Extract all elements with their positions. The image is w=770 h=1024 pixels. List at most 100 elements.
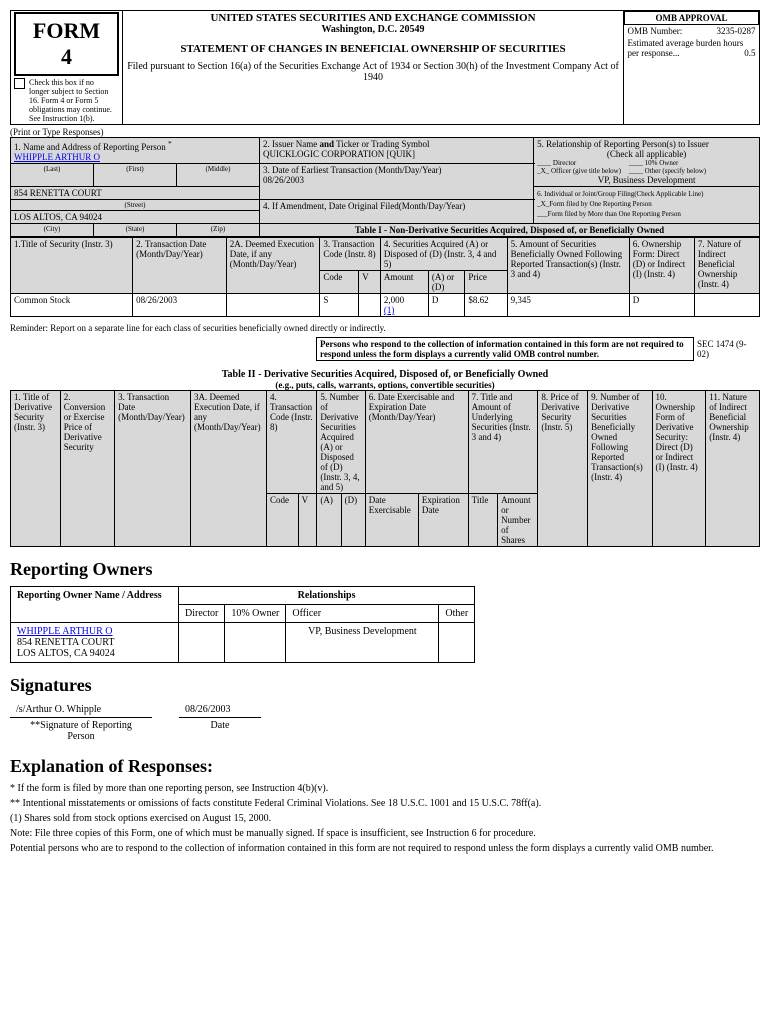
omb-number: 3235-0287	[702, 25, 759, 38]
signatures-table: /s/Arthur O. Whipple 08/26/2003 **Signat…	[10, 702, 261, 744]
omb-number-label: OMB Number:	[625, 25, 702, 38]
zip-label: (Zip)	[177, 224, 260, 237]
hours-value: 0.5	[744, 48, 755, 58]
box6-line2: ___Form filed by More than One Reporting…	[537, 210, 681, 218]
ro-relationships: Relationships	[179, 587, 475, 605]
t1-code: S	[320, 294, 359, 317]
owner10-label: 10% Owner	[645, 159, 679, 167]
agency-location: Washington, D.C. 20549	[126, 24, 620, 35]
t2-col11: 11. Nature of Indirect Beneficial Owners…	[706, 391, 760, 547]
reporting-owners-heading: Reporting Owners	[10, 559, 760, 580]
t2-sub-code: Code	[266, 494, 298, 547]
t1-price: $8.62	[465, 294, 507, 317]
signatures-heading: Signatures	[10, 675, 760, 696]
t2-sub-amount: Amount or Number of Shares	[498, 494, 538, 547]
t1-amount: 2,000(1)	[380, 294, 428, 317]
state-label: (State)	[94, 224, 177, 237]
t1-col3: 3. Transaction Code (Instr. 8)	[320, 238, 381, 271]
t1-sub-price: Price	[465, 271, 507, 294]
explain-note-file: Note: File three copies of this Form, on…	[10, 828, 760, 839]
last-label: (Last)	[11, 164, 94, 187]
t1-col4: 4. Securities Acquired (A) or Disposed o…	[380, 238, 507, 271]
street-address: 854 RENETTA COURT	[11, 187, 260, 200]
header-table: FORM 4 Check this box if no longer subje…	[10, 10, 760, 125]
t1-col1: 1.Title of Security (Instr. 3)	[11, 238, 133, 294]
checkbox-text: Check this box if no longer subject to S…	[29, 78, 114, 123]
ro-other: Other	[439, 605, 475, 623]
sec-1474: SEC 1474 (9-02)	[694, 338, 761, 361]
ro-director: Director	[179, 605, 225, 623]
box4-label: 4. If Amendment, Date Original Filed(Mon…	[263, 201, 465, 211]
ro-name-link[interactable]: WHIPPLE ARTHUR O	[17, 626, 113, 637]
director-label: Director	[553, 159, 576, 167]
table-2: 1. Title of Derivative Security (Instr. …	[10, 390, 760, 547]
statement-title: STATEMENT OF CHANGES IN BENEFICIAL OWNER…	[126, 43, 620, 55]
t2-sub-a: (A)	[317, 494, 341, 547]
t2-col6: 6. Date Exercisable and Expiration Date …	[365, 391, 468, 494]
ro-owner10: 10% Owner	[225, 605, 286, 623]
box6-label: 6. Individual or Joint/Group Filing(Chec…	[537, 190, 703, 198]
t1-col5: 5. Amount of Securities Beneficially Own…	[507, 238, 629, 294]
box5-label: 5. Relationship of Reporting Person(s) t…	[537, 139, 709, 149]
estimated-label: Estimated average burden hours per respo…	[628, 38, 744, 58]
ro-officer-title: VP, Business Development	[286, 623, 439, 663]
t1-col7: 7. Nature of Indirect Beneficial Ownersh…	[694, 238, 759, 294]
t2-col9: 9. Number of Derivative Securities Benef…	[588, 391, 652, 547]
ro-owner-info: WHIPPLE ARTHUR O 854 RENETTA COURT LOS A…	[11, 623, 179, 663]
box6-line1: _X_Form filed by One Reporting Person	[537, 200, 652, 208]
explain-star: * If the form is filed by more than one …	[10, 783, 760, 794]
t2-sub-exp: Expiration Date	[418, 494, 468, 547]
sig-label: **Signature of Reporting Person	[10, 718, 152, 745]
first-label: (First)	[94, 164, 177, 187]
print-responses: (Print or Type Responses)	[10, 127, 760, 137]
officer-x: _X_	[537, 167, 549, 175]
t2-col8: 8. Price of Derivative Security (Instr. …	[538, 391, 588, 547]
city-state-zip: LOS ALTOS, CA 94024	[11, 211, 260, 224]
amount-note-link[interactable]: (1)	[384, 305, 395, 315]
t1-col6: 6. Ownership Form: Direct (D) or Indirec…	[629, 238, 694, 294]
sig-date: 08/26/2003	[179, 702, 261, 718]
box2-label: 2. Issuer Name and Ticker or Trading Sym…	[263, 139, 430, 149]
form-title: FORM 4	[14, 12, 119, 76]
reporting-person-table: 1. Name and Address of Reporting Person …	[10, 137, 760, 237]
t1-col2: 2. Transaction Date (Month/Day/Year)	[133, 238, 227, 294]
middle-label: (Middle)	[177, 164, 260, 187]
ro-officer: Officer	[286, 605, 439, 623]
checkbox-no-longer-subject[interactable]	[14, 78, 25, 89]
t2-sub-date-ex: Date Exercisable	[365, 494, 418, 547]
t2-sub-v: V	[298, 494, 317, 547]
t1-date: 08/26/2003	[133, 294, 227, 317]
table-1: 1.Title of Security (Instr. 3) 2. Transa…	[10, 237, 760, 317]
t1-security: Common Stock	[11, 294, 133, 317]
t2-col4: 4. Transaction Code (Instr. 8)	[266, 391, 316, 494]
box1-label: 1. Name and Address of Reporting Person …	[14, 142, 172, 152]
t1-col2a: 2A. Deemed Execution Date, if any (Month…	[226, 238, 320, 294]
t2-col5: 5. Number of Derivative Securities Acqui…	[317, 391, 365, 494]
explain-potential: Potential persons who are to respond to …	[10, 843, 760, 854]
box3-label: 3. Date of Earliest Transaction (Month/D…	[263, 165, 442, 175]
t1-sub-code: Code	[320, 271, 359, 294]
street-label: (Street)	[11, 200, 260, 211]
explanation-heading: Explanation of Responses:	[10, 756, 760, 777]
other-label: Other (specify below)	[645, 167, 706, 175]
t1-ad: D	[428, 294, 465, 317]
t1-owned: 9,345	[507, 294, 629, 317]
t2-col1: 1. Title of Derivative Security (Instr. …	[11, 391, 61, 547]
city-label: (City)	[11, 224, 94, 237]
table1-title: Table I - Non-Derivative Securities Acqu…	[260, 224, 760, 237]
t2-col3: 3. Transaction Date (Month/Day/Year)	[115, 391, 191, 547]
persons-respond-table: Persons who respond to the collection of…	[10, 337, 760, 361]
officer-title: VP, Business Development	[537, 175, 756, 185]
issuer-name: QUICKLOGIC CORPORATION [QUIK]	[263, 149, 415, 159]
agency-name: UNITED STATES SECURITIES AND EXCHANGE CO…	[126, 12, 620, 24]
t2-col10: 10. Ownership Form of Derivative Securit…	[652, 391, 706, 547]
table2-subtitle: (e.g., puts, calls, warrants, options, c…	[10, 380, 760, 390]
t1-sub-v: V	[359, 271, 381, 294]
t2-sub-d: (D)	[341, 494, 365, 547]
officer-label: Officer (give title below)	[551, 167, 621, 175]
date-label: Date	[179, 718, 261, 745]
check-all: (Check all applicable)	[537, 149, 756, 159]
reporting-person-name[interactable]: WHIPPLE ARTHUR O	[14, 152, 100, 162]
t2-col7: 7. Title and Amount of Underlying Securi…	[468, 391, 538, 494]
t1-form: D	[629, 294, 694, 317]
